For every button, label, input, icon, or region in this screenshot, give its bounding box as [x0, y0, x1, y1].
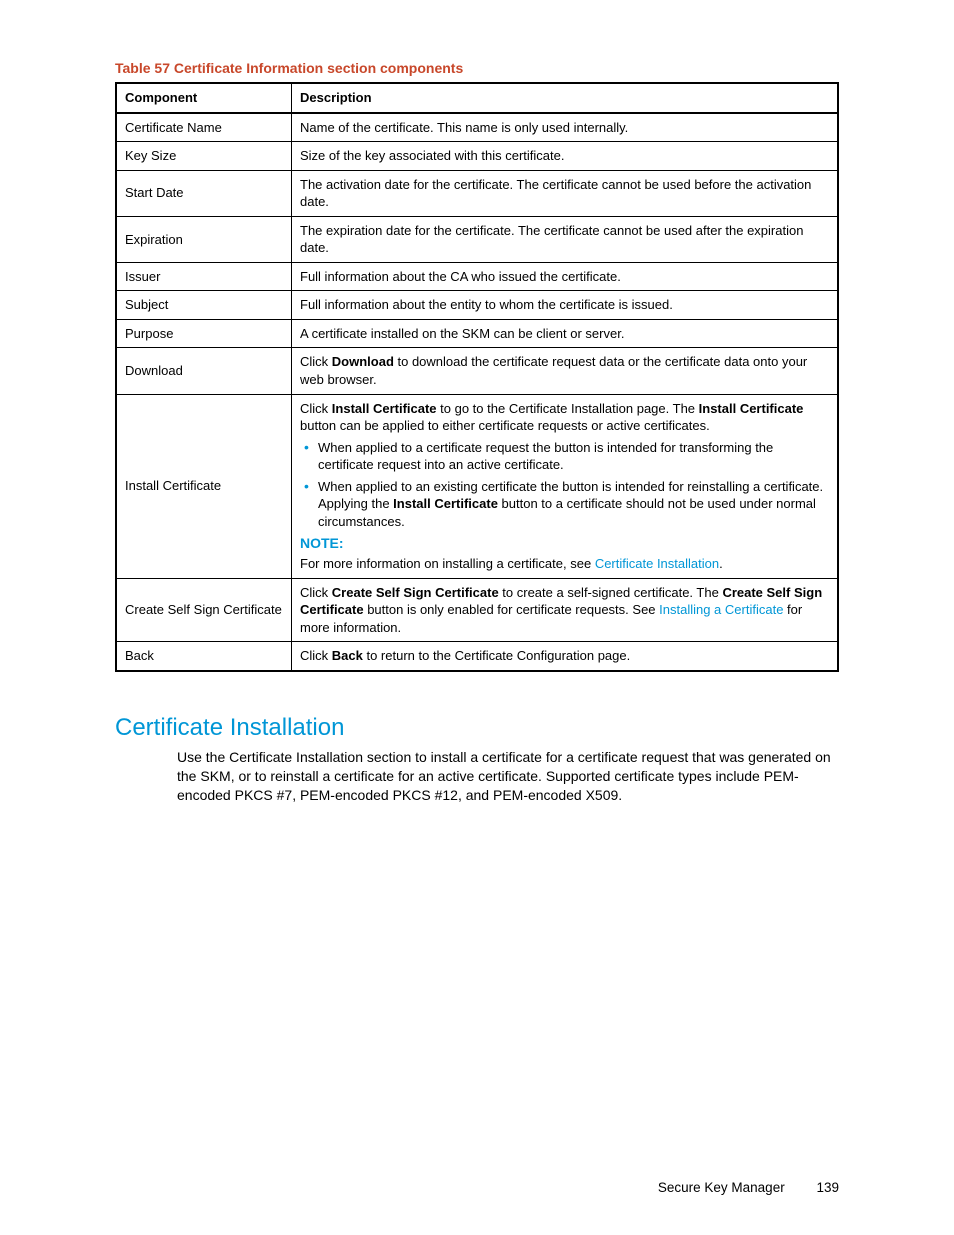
- cell-component: Back: [116, 642, 292, 671]
- table-row: Start Date The activation date for the c…: [116, 170, 838, 216]
- list-item: When applied to a certificate request th…: [318, 439, 829, 474]
- cell-description: Name of the certificate. This name is on…: [292, 113, 839, 142]
- cell-component: Download: [116, 348, 292, 394]
- cell-description: The expiration date for the certificate.…: [292, 216, 839, 262]
- table-caption: Table 57 Certificate Information section…: [115, 60, 839, 76]
- cell-description: Size of the key associated with this cer…: [292, 142, 839, 171]
- text: button is only enabled for certificate r…: [364, 602, 660, 617]
- col-header-component: Component: [116, 83, 292, 113]
- cell-description: Click Create Self Sign Certificate to cr…: [292, 578, 839, 642]
- cell-description: The activation date for the certificate.…: [292, 170, 839, 216]
- note-label: NOTE:: [300, 534, 829, 553]
- cell-description: Click Install Certificate to go to the C…: [292, 394, 839, 578]
- text: .: [719, 556, 723, 571]
- footer-doc-title: Secure Key Manager: [658, 1180, 785, 1195]
- cell-component: Install Certificate: [116, 394, 292, 578]
- table-row: Create Self Sign Certificate Click Creat…: [116, 578, 838, 642]
- table-row: Back Click Back to return to the Certifi…: [116, 642, 838, 671]
- text: Click: [300, 648, 332, 663]
- table-row: Install Certificate Click Install Certif…: [116, 394, 838, 578]
- note-text: For more information on installing a cer…: [300, 555, 829, 573]
- document-page: Table 57 Certificate Information section…: [0, 0, 954, 1235]
- bold-text: Install Certificate: [332, 401, 437, 416]
- text: to return to the Certificate Configurati…: [363, 648, 630, 663]
- table-row: Subject Full information about the entit…: [116, 291, 838, 320]
- cell-component: Purpose: [116, 319, 292, 348]
- table-header-row: Component Description: [116, 83, 838, 113]
- bold-text: Install Certificate: [699, 401, 804, 416]
- text: For more information on installing a cer…: [300, 556, 595, 571]
- text: to create a self-signed certificate. The: [499, 585, 723, 600]
- cell-description: Click Download to download the certifica…: [292, 348, 839, 394]
- list-item: When applied to an existing certificate …: [318, 478, 829, 531]
- link-installing-a-certificate[interactable]: Installing a Certificate: [659, 602, 783, 617]
- section-heading: Certificate Installation: [115, 714, 839, 742]
- text: to go to the Certificate Installation pa…: [437, 401, 699, 416]
- bold-text: Create Self Sign Certificate: [332, 585, 499, 600]
- text: button can be applied to either certific…: [300, 418, 710, 433]
- col-header-description: Description: [292, 83, 839, 113]
- bold-text: Install Certificate: [393, 496, 498, 511]
- table-row: Certificate Name Name of the certificate…: [116, 113, 838, 142]
- table-row: Download Click Download to download the …: [116, 348, 838, 394]
- paragraph: Click Install Certificate to go to the C…: [300, 400, 829, 435]
- text: Click: [300, 354, 332, 369]
- table-row: Key Size Size of the key associated with…: [116, 142, 838, 171]
- cell-description: Click Back to return to the Certificate …: [292, 642, 839, 671]
- text: Click: [300, 401, 332, 416]
- section-body: Use the Certificate Installation section…: [177, 748, 839, 805]
- cell-description: Full information about the entity to who…: [292, 291, 839, 320]
- link-certificate-installation[interactable]: Certificate Installation: [595, 556, 719, 571]
- cell-description: Full information about the CA who issued…: [292, 262, 839, 291]
- cell-component: Start Date: [116, 170, 292, 216]
- bold-text: Download: [332, 354, 394, 369]
- cell-description: A certificate installed on the SKM can b…: [292, 319, 839, 348]
- cell-component: Create Self Sign Certificate: [116, 578, 292, 642]
- page-footer: Secure Key Manager 139: [658, 1180, 839, 1195]
- footer-page-number: 139: [816, 1180, 839, 1195]
- cell-component: Subject: [116, 291, 292, 320]
- cell-component: Expiration: [116, 216, 292, 262]
- cell-component: Issuer: [116, 262, 292, 291]
- cell-component: Key Size: [116, 142, 292, 171]
- table-row: Purpose A certificate installed on the S…: [116, 319, 838, 348]
- table-row: Issuer Full information about the CA who…: [116, 262, 838, 291]
- certificate-info-table: Component Description Certificate Name N…: [115, 82, 839, 672]
- bold-text: Back: [332, 648, 363, 663]
- text: Click: [300, 585, 332, 600]
- table-row: Expiration The expiration date for the c…: [116, 216, 838, 262]
- bullet-list: When applied to a certificate request th…: [300, 439, 829, 531]
- cell-component: Certificate Name: [116, 113, 292, 142]
